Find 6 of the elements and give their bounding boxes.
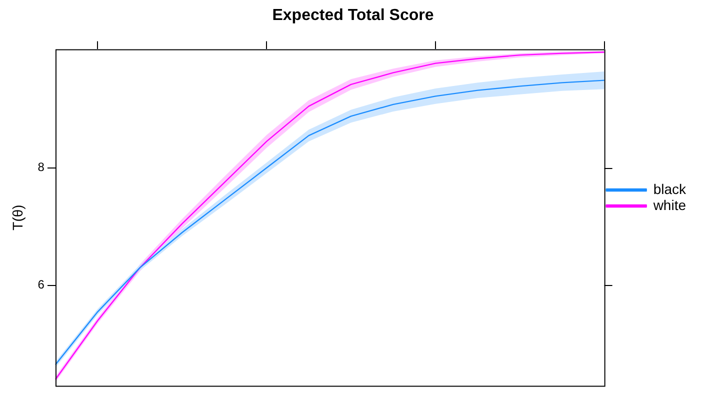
chart-title: Expected Total Score bbox=[272, 7, 434, 24]
legend-label: white bbox=[652, 196, 686, 213]
y-tick-label: 6 bbox=[38, 278, 45, 292]
y-tick-label: 8 bbox=[38, 160, 45, 174]
legend-label: black bbox=[653, 180, 687, 197]
y-axis-title: T(θ) bbox=[9, 204, 26, 230]
